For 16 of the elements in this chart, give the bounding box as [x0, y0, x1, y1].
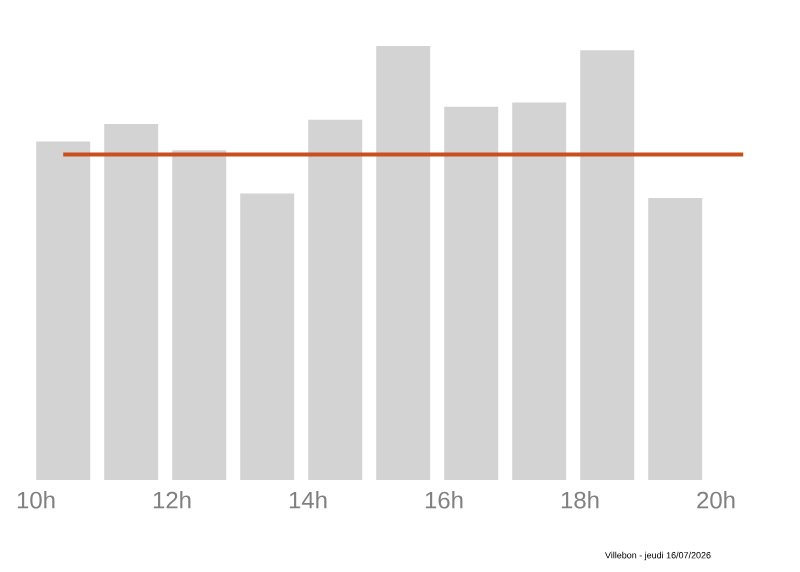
bar	[240, 193, 295, 480]
x-tick-label: 10h	[17, 491, 55, 509]
x-tick-label: 20h	[697, 491, 735, 509]
x-tick-label: 14h	[289, 491, 327, 509]
bar	[376, 45, 431, 480]
bar	[308, 119, 363, 480]
x-tick-label: 18h	[561, 491, 599, 509]
bar	[104, 124, 159, 480]
bar	[172, 150, 227, 480]
bar	[648, 197, 703, 480]
bar	[36, 141, 91, 480]
x-tick-label: 16h	[425, 491, 463, 509]
bar	[444, 106, 499, 480]
bar	[580, 50, 635, 480]
bar	[512, 102, 567, 480]
x-tick-label: 12h	[153, 491, 191, 509]
